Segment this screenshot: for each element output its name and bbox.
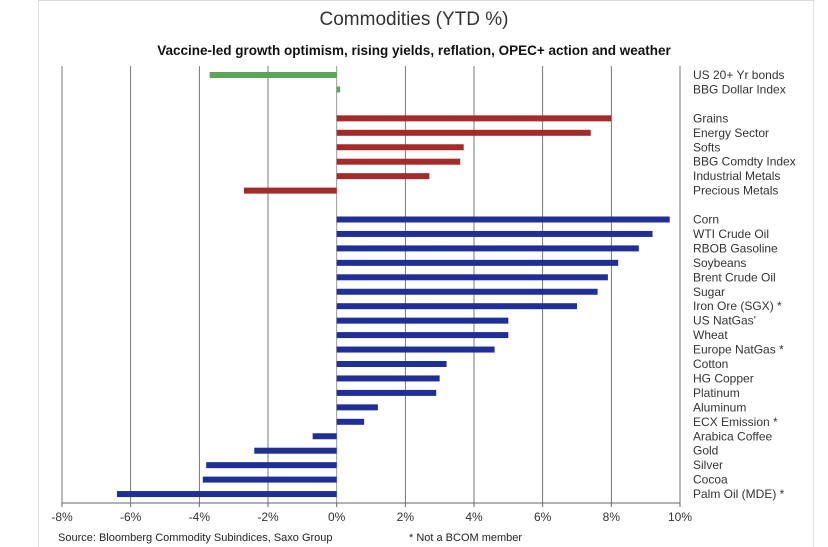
category-label: Softs (693, 140, 720, 154)
bar (243, 187, 337, 194)
bar (336, 303, 577, 310)
category-label: Precious Metals (693, 184, 778, 198)
category-label: Platinum (693, 386, 740, 400)
category-label: WTI Crude Oil (693, 227, 769, 241)
frame-right-border (813, 0, 814, 547)
x-tick-label: 8% (603, 510, 621, 524)
membership-note: * Not a BCOM member (409, 532, 523, 544)
category-label: HG Copper (693, 371, 754, 385)
category-label: Iron Ore (SGX) * (693, 299, 782, 313)
category-label: Cocoa (693, 473, 728, 487)
bar (336, 115, 612, 122)
bar (336, 375, 440, 382)
bar (254, 447, 337, 454)
bar (202, 476, 337, 483)
bar (206, 462, 337, 469)
x-tick-label: -2% (257, 510, 279, 524)
chart-title: Commodities (YTD %) (319, 9, 509, 30)
chart-subtitle: Vaccine-led growth optimism, rising yiel… (157, 43, 671, 58)
category-label: RBOB Gasoline (693, 241, 778, 255)
x-tick-label: -8% (51, 510, 73, 524)
x-tick-label: 0% (328, 510, 346, 524)
bar (336, 173, 430, 180)
category-label: Palm Oil (MDE) * (693, 487, 785, 501)
x-tick-label: 4% (465, 510, 483, 524)
category-label: Silver (693, 458, 723, 472)
bar (336, 230, 653, 237)
category-label: Gold (693, 444, 718, 458)
category-label: Energy Sector (693, 126, 769, 140)
bar (336, 158, 461, 165)
x-tick-label: -6% (120, 510, 142, 524)
bar (336, 245, 639, 252)
category-label: BBG Dollar Index (693, 82, 786, 96)
category-label: Industrial Metals (693, 169, 780, 183)
category-label: US NatGas' (693, 314, 756, 328)
category-label: Sugar (693, 285, 725, 299)
category-label: Aluminum (693, 400, 746, 414)
category-label: US 20+ Yr bonds (693, 68, 785, 82)
bar (209, 72, 337, 78)
bar (336, 317, 509, 324)
x-tick-label: 2% (397, 510, 415, 524)
x-tick-label: -4% (189, 510, 211, 524)
bar (336, 404, 378, 411)
bar (336, 418, 365, 425)
bar (336, 216, 670, 223)
x-tick-label: 10% (668, 510, 692, 524)
category-label: Corn (693, 213, 719, 227)
bar (312, 433, 337, 440)
category-label: Cotton (693, 357, 728, 371)
bar (336, 86, 341, 93)
category-label: Brent Crude Oil (693, 270, 776, 284)
bar (336, 332, 509, 339)
frame-left-border (38, 0, 39, 547)
bar (336, 346, 495, 353)
category-label: Grains (693, 111, 728, 125)
bar (336, 274, 608, 281)
category-label: Wheat (693, 328, 728, 342)
bar (336, 129, 591, 136)
bar (116, 491, 337, 498)
x-tick-label: 6% (534, 510, 552, 524)
category-label: BBG Comdty Index (693, 155, 796, 169)
source-note: Source: Bloomberg Commodity Subindices, … (58, 532, 333, 544)
category-label: Europe NatGas * (693, 343, 784, 357)
frame-top-border (38, 0, 814, 1)
category-label: Soybeans (693, 256, 746, 270)
bar (336, 288, 598, 295)
bar (336, 144, 464, 151)
bar (336, 361, 447, 367)
bar (336, 389, 437, 396)
category-label: ECX Emission * (693, 415, 778, 429)
bar (336, 259, 619, 266)
category-label: Arabica Coffee (693, 429, 772, 443)
